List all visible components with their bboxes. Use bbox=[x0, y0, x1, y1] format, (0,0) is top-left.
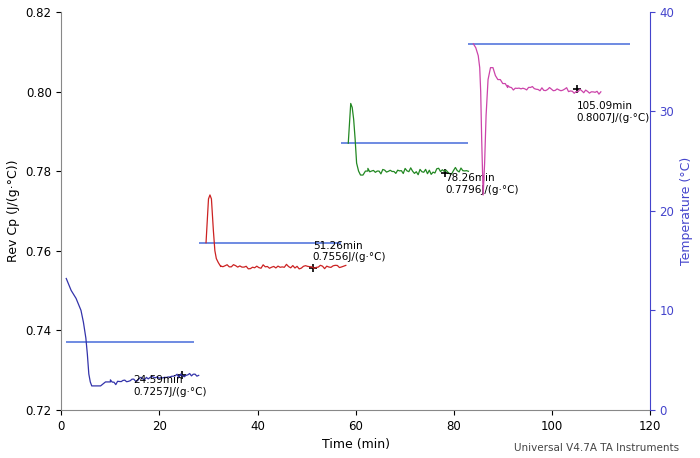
X-axis label: Time (min): Time (min) bbox=[321, 438, 390, 451]
Y-axis label: Temperature (°C): Temperature (°C) bbox=[680, 157, 693, 265]
Text: 51.26min
0.7556J/(g·°C): 51.26min 0.7556J/(g·°C) bbox=[313, 240, 386, 262]
Text: 78.26min
0.7796J/(g·°C): 78.26min 0.7796J/(g·°C) bbox=[445, 173, 519, 195]
Text: 105.09min
0.8007J/(g·°C): 105.09min 0.8007J/(g·°C) bbox=[577, 101, 650, 123]
Text: Universal V4.7A TA Instruments: Universal V4.7A TA Instruments bbox=[514, 443, 679, 453]
Text: 24.59min
0.7257J/(g·°C): 24.59min 0.7257J/(g·°C) bbox=[133, 376, 206, 397]
Y-axis label: Rev Cp (J/(g·°C)): Rev Cp (J/(g·°C)) bbox=[7, 159, 20, 262]
